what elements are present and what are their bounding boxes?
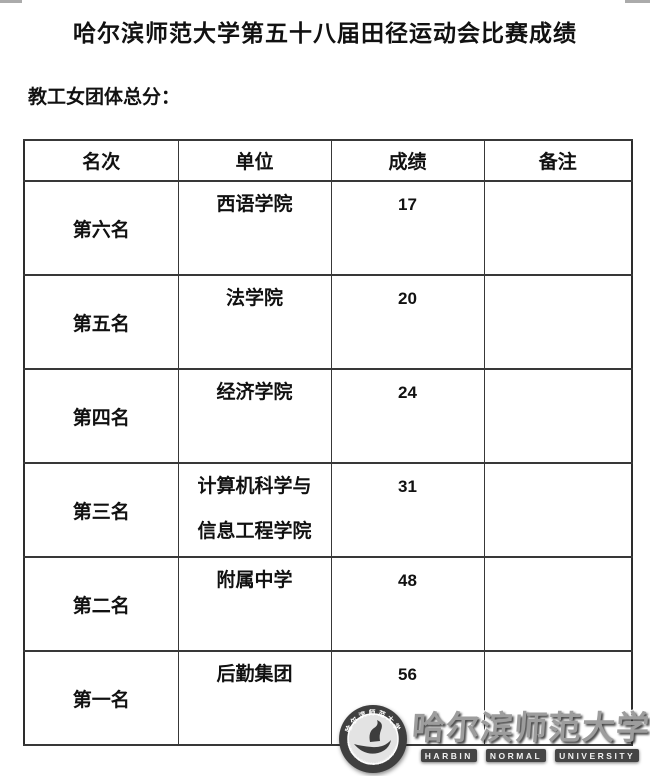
table-row: 第六名 西语学院 17 bbox=[23, 180, 633, 276]
window-edge-artifact-left bbox=[0, 0, 22, 3]
watermark-text-block: 哈尔滨师范大学 HARBIN NORMAL UNIVERSITY bbox=[410, 708, 650, 771]
unit-line: 附属中学 bbox=[216, 570, 293, 591]
remark-cell bbox=[483, 556, 633, 652]
remark-cell bbox=[483, 368, 633, 464]
rank-cell: 第一名 bbox=[23, 650, 179, 746]
unit-line bbox=[179, 697, 330, 742]
header-rank: 名次 bbox=[23, 139, 179, 182]
unit-line: 法学院 bbox=[225, 288, 283, 309]
watermark-cn-calligraphy: 哈尔滨师范大学 bbox=[410, 708, 650, 748]
unit-line: 信息工程学院 bbox=[197, 521, 312, 542]
watermark-en-word: UNIVERSITY bbox=[555, 749, 640, 762]
watermark-en-word: HARBIN bbox=[420, 749, 477, 762]
unit-line: 经济学院 bbox=[216, 382, 293, 403]
window-edge-artifact-right bbox=[625, 0, 650, 3]
section-label: 教工女团体总分： bbox=[28, 87, 181, 108]
rank-cell: 第四名 bbox=[23, 368, 179, 464]
rank-cell: 第六名 bbox=[23, 180, 179, 276]
unit-cell: 后勤集团 bbox=[177, 650, 332, 746]
page-title: 哈尔滨师范大学第五十八届田径运动会比赛成绩 bbox=[73, 21, 577, 46]
rank-cell: 第五名 bbox=[23, 274, 179, 370]
seal-swan-body bbox=[354, 740, 391, 754]
table-header-row: 名次 单位 成绩 备注 bbox=[23, 139, 633, 182]
unit-cell: 经济学院 bbox=[177, 368, 332, 464]
results-table: 名次 单位 成绩 备注 第六名 西语学院 17 第五名 法学院 20 第四名 经… bbox=[23, 139, 633, 746]
score-cell: 24 bbox=[330, 368, 485, 464]
score-cell: 31 bbox=[330, 462, 485, 558]
rank-cell: 第二名 bbox=[23, 556, 179, 652]
header-score: 成绩 bbox=[330, 139, 485, 182]
table-row: 第五名 法学院 20 bbox=[23, 274, 633, 370]
table-row: 第三名 计算机科学与 信息工程学院 31 bbox=[23, 462, 633, 558]
header-unit: 单位 bbox=[177, 139, 332, 182]
unit-line bbox=[179, 227, 330, 272]
remark-cell bbox=[483, 180, 633, 276]
university-seal-icon: 哈尔滨师范大学 HARBIN NORMAL UNIVERSITY bbox=[339, 705, 407, 773]
table-row: 第四名 经济学院 24 bbox=[23, 368, 633, 464]
remark-cell bbox=[483, 650, 633, 746]
watermark-en-word: NORMAL bbox=[485, 749, 547, 762]
unit-line bbox=[179, 321, 330, 366]
remark-cell bbox=[483, 462, 633, 558]
unit-line bbox=[179, 603, 330, 648]
university-watermark: 哈尔滨师范大学 HARBIN NORMAL UNIVERSITY 哈尔滨师范大学… bbox=[336, 702, 650, 773]
unit-line: 后勤集团 bbox=[216, 664, 293, 685]
rank-cell: 第三名 bbox=[23, 462, 179, 558]
header-remark: 备注 bbox=[483, 139, 633, 182]
score-cell: 17 bbox=[330, 180, 485, 276]
unit-line: 计算机科学与 bbox=[197, 476, 312, 497]
unit-line: 西语学院 bbox=[216, 194, 293, 215]
remark-cell bbox=[483, 274, 633, 370]
watermark-en-row: HARBIN NORMAL UNIVERSITY bbox=[420, 749, 640, 762]
unit-cell: 西语学院 bbox=[177, 180, 332, 276]
score-cell: 48 bbox=[330, 556, 485, 652]
unit-line bbox=[179, 415, 330, 460]
seal-swan-neck bbox=[369, 720, 382, 742]
table-row: 第一名 后勤集团 56 bbox=[23, 650, 633, 746]
unit-cell: 法学院 bbox=[177, 274, 332, 370]
unit-cell: 计算机科学与 信息工程学院 bbox=[177, 462, 332, 558]
score-cell: 20 bbox=[330, 274, 485, 370]
table-row: 第二名 附属中学 48 bbox=[23, 556, 633, 652]
unit-cell: 附属中学 bbox=[177, 556, 332, 652]
